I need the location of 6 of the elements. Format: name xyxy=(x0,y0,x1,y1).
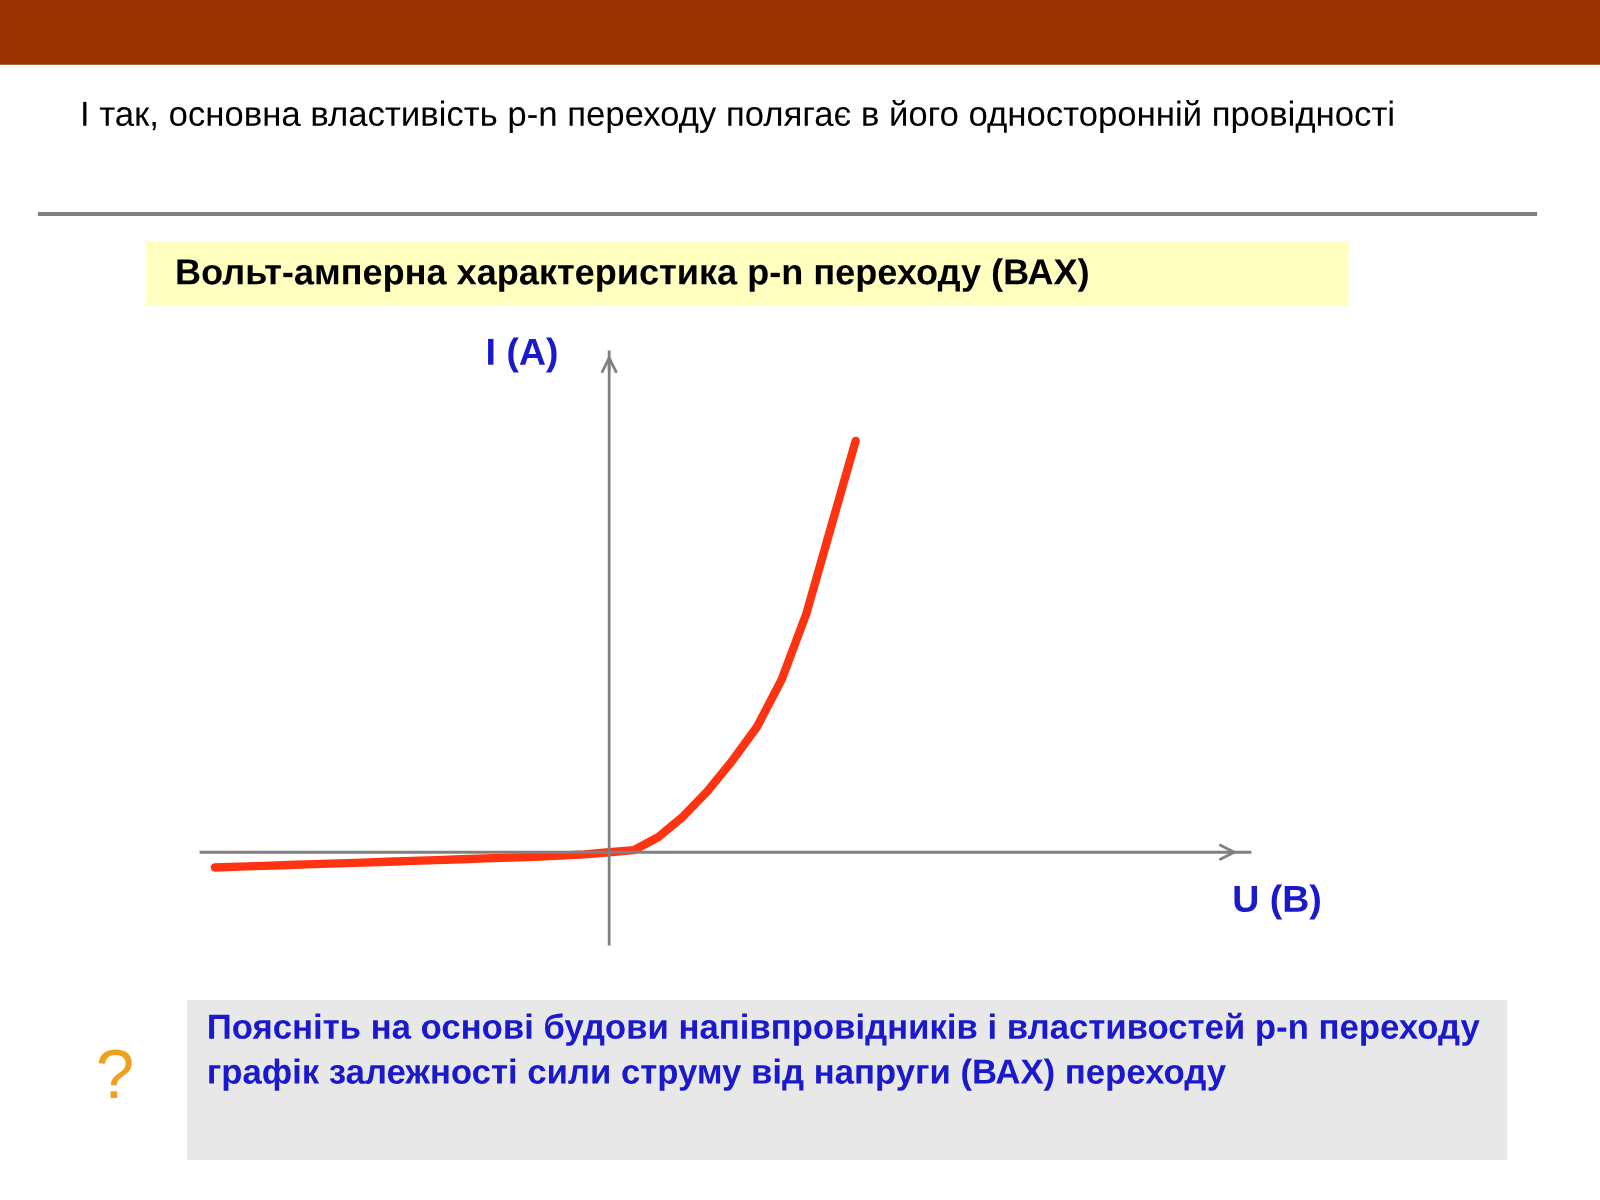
text: Поясніть на основі будови напівпровідників і властивостей p-n переходу графік залежності сили струму від напруги (ВАХ) переходу xyxy=(209,1012,1480,1091)
chart-title: Вольт-амперна характеристика p-n переходу (ВАХ) xyxy=(177,258,1088,292)
y-axis-title: І (А) xyxy=(488,337,557,373)
x-axis-title: U (В) xyxy=(1234,884,1320,920)
text: ? xyxy=(98,1049,132,1098)
text: І так, основна властивість p-n переходу полягає в його односторонній провідності xyxy=(83,100,1393,133)
